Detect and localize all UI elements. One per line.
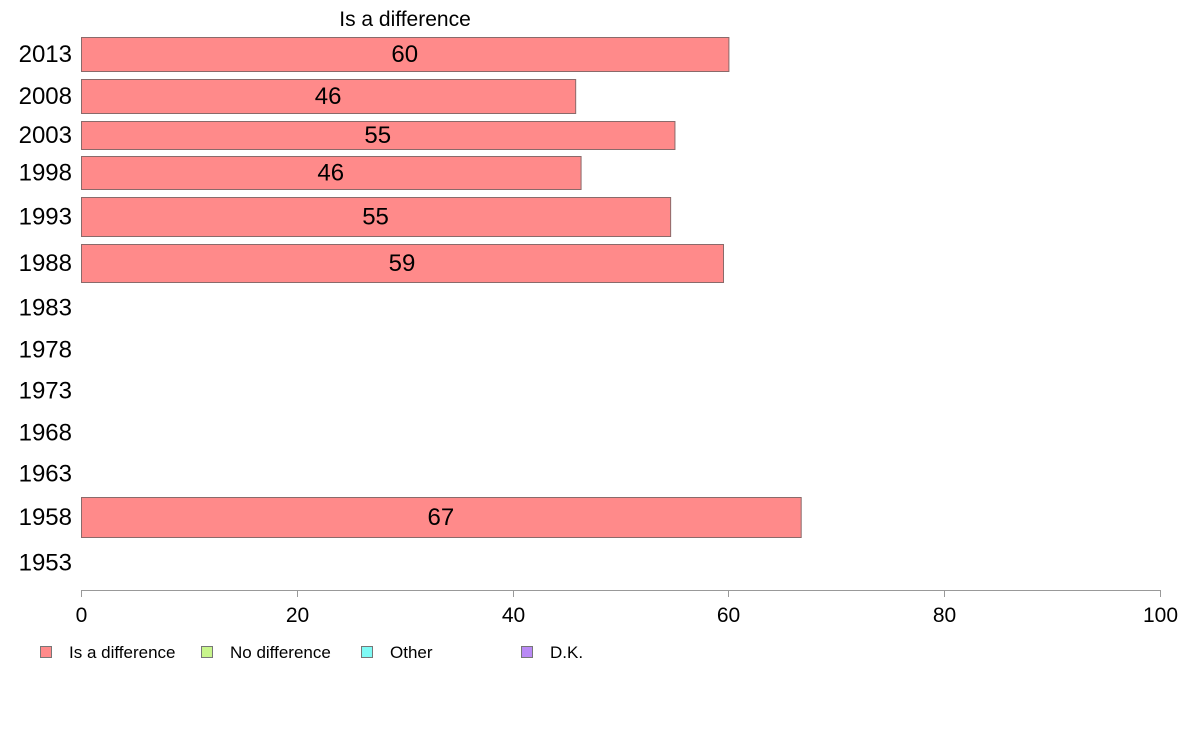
category-label-1998: 1998 bbox=[19, 160, 72, 187]
bar-2008 bbox=[81, 79, 577, 114]
category-labels-layer: 2013 2008 2003 1998 1993 1988 1983 1978 1973 1968… bbox=[19, 41, 72, 577]
x-tick-label-60: 60 bbox=[717, 604, 740, 627]
x-axis: 0 20 40 60 80 100 bbox=[76, 590, 1178, 627]
x-tick-label-20: 20 bbox=[286, 604, 309, 627]
legend-swatch-dk bbox=[521, 646, 533, 658]
legend-label-no-difference: No difference bbox=[230, 643, 331, 662]
category-label-1968: 1968 bbox=[19, 420, 72, 447]
category-label-1963: 1963 bbox=[19, 461, 72, 488]
legend-swatch-is-a-difference bbox=[40, 646, 52, 658]
x-tick-label-80: 80 bbox=[933, 604, 956, 627]
legend-label-is-a-difference: Is a difference bbox=[69, 643, 176, 662]
value-label-1988: 59 bbox=[389, 250, 416, 277]
bars-layer bbox=[81, 37, 802, 538]
bar-1988 bbox=[81, 244, 725, 283]
bar-1993 bbox=[81, 197, 672, 237]
category-label-2013: 2013 bbox=[19, 41, 72, 68]
chart-title: Is a difference bbox=[339, 8, 471, 31]
category-label-1973: 1973 bbox=[19, 378, 72, 405]
x-tick-label-0: 0 bbox=[76, 604, 88, 627]
category-label-1993: 1993 bbox=[19, 204, 72, 231]
bar-1958 bbox=[81, 497, 802, 538]
legend-label-other: Other bbox=[390, 643, 433, 662]
value-label-1998: 46 bbox=[317, 160, 344, 187]
category-label-1978: 1978 bbox=[19, 337, 72, 364]
category-label-1988: 1988 bbox=[19, 250, 72, 277]
category-label-2003: 2003 bbox=[19, 122, 72, 149]
category-label-1958: 1958 bbox=[19, 504, 72, 531]
category-label-2008: 2008 bbox=[19, 83, 72, 110]
bar-2003 bbox=[81, 121, 676, 150]
x-tick-label-100: 100 bbox=[1143, 604, 1178, 627]
value-label-1993: 55 bbox=[362, 204, 389, 231]
value-label-2008: 46 bbox=[315, 83, 342, 110]
legend-swatch-other bbox=[361, 646, 373, 658]
category-label-1983: 1983 bbox=[19, 295, 72, 322]
value-label-2013: 60 bbox=[391, 41, 418, 68]
legend-swatch-no-difference bbox=[201, 646, 213, 658]
bar-1998 bbox=[81, 156, 582, 190]
legend-label-dk: D.K. bbox=[550, 643, 584, 662]
category-label-1953: 1953 bbox=[19, 550, 72, 577]
bar-2013 bbox=[81, 37, 730, 72]
value-label-2003: 55 bbox=[364, 122, 391, 149]
x-tick-label-40: 40 bbox=[502, 604, 525, 627]
value-label-1958: 67 bbox=[427, 504, 454, 531]
